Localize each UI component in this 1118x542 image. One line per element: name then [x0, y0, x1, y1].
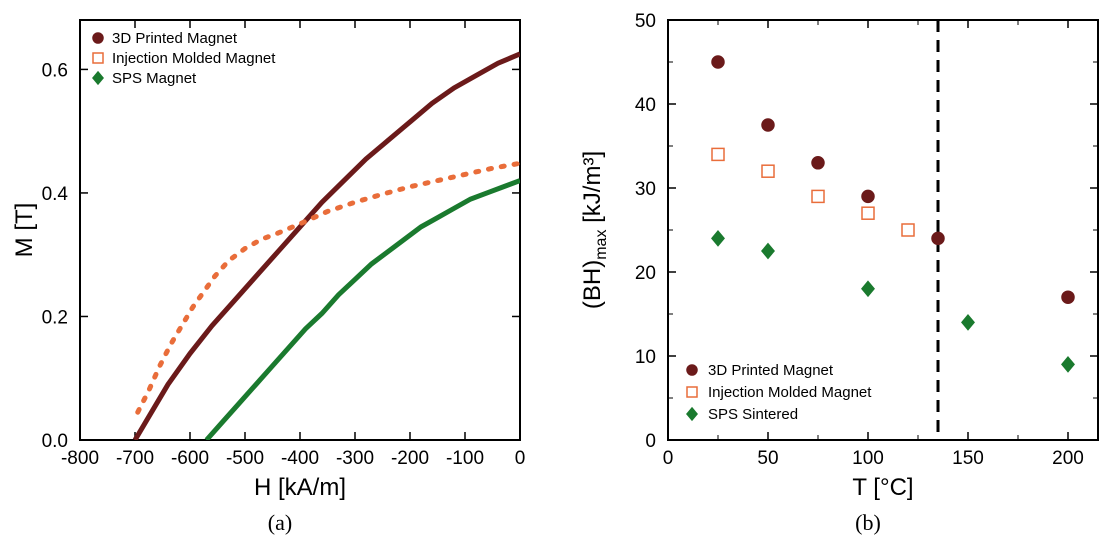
- chart-b-svg: 0 50 100 150 200 0 10 20 30 40 50 T [°C] (BH)max [kJ…: [558, 0, 1118, 542]
- xtick-label: 0: [663, 448, 674, 469]
- ytick-label: 0.0: [42, 431, 68, 452]
- y-axis-label: M [T]: [11, 203, 38, 258]
- legend-label: Injection Molded Magnet: [708, 384, 872, 401]
- ytick-label: 50: [635, 11, 656, 32]
- x-axis-label: T [°C]: [852, 474, 913, 501]
- xtick-label: -200: [391, 448, 429, 469]
- ytick-label: 10: [635, 347, 656, 368]
- xtick-label: 0: [515, 448, 526, 469]
- xtick-label: 50: [757, 448, 778, 469]
- figure-page: -800-700-600-500-400-300-200-10000.00.20…: [0, 0, 1118, 542]
- caption-a: (a): [268, 510, 292, 535]
- panel-b: 0 50 100 150 200 0 10 20 30 40 50 T [°C] (BH)max [kJ…: [558, 0, 1118, 542]
- xtick-label: -100: [446, 448, 484, 469]
- ytick-label: 40: [635, 95, 656, 116]
- x-axis-label: H [kA/m]: [254, 474, 346, 501]
- xtick-label: -700: [116, 448, 154, 469]
- caption-b: (b): [855, 510, 881, 535]
- ytick-label: 0.4: [42, 184, 69, 205]
- xtick-label: 200: [1052, 448, 1084, 469]
- y-axis-label: (BH)max [kJ/m³]: [579, 151, 610, 309]
- legend-label: Injection Molded Magnet: [112, 50, 276, 67]
- xtick-label: 100: [852, 448, 884, 469]
- panel-a: -800-700-600-500-400-300-200-10000.00.20…: [0, 0, 540, 542]
- ytick-label: 0.2: [42, 307, 68, 328]
- ytick-label: 0: [645, 431, 656, 452]
- legend-label: 3D Printed Magnet: [708, 362, 834, 379]
- ytick-label: 20: [635, 263, 656, 284]
- xtick-label: -500: [226, 448, 264, 469]
- chart-a-svg: -800-700-600-500-400-300-200-10000.00.20…: [0, 0, 540, 542]
- xtick-label: -300: [336, 448, 374, 469]
- legend-label: 3D Printed Magnet: [112, 30, 238, 47]
- ytick-label: 0.6: [42, 60, 68, 81]
- legend-label: SPS Sintered: [708, 406, 798, 423]
- xtick-label: -600: [171, 448, 209, 469]
- ytick-label: 30: [635, 179, 656, 200]
- legend-label: SPS Magnet: [112, 70, 197, 87]
- xtick-label: -400: [281, 448, 319, 469]
- xtick-label: 150: [952, 448, 984, 469]
